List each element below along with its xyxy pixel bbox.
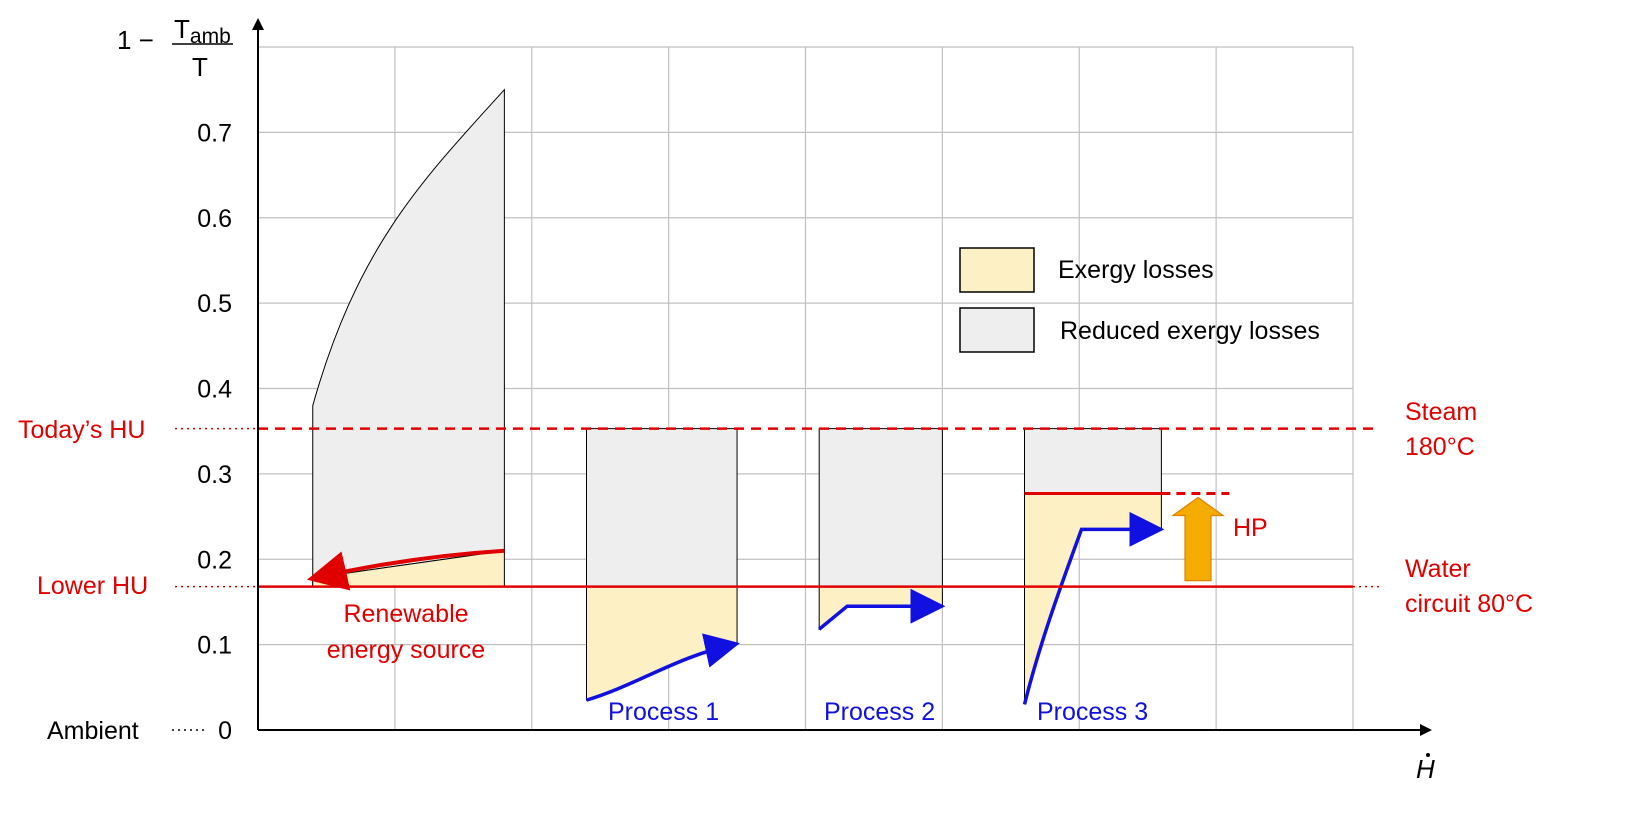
renewable-arrow — [306, 548, 505, 591]
renewable-reduced-exergy-area — [312, 88, 505, 587]
y-axis-title-prefix: 1 − — [117, 25, 154, 55]
y-tick-label: 0 — [218, 717, 232, 745]
process-1-label: Process 1 — [608, 698, 719, 726]
process-exergy-loss-area — [1024, 493, 1162, 705]
todays-hu-label: Today’s HU — [18, 416, 145, 444]
y-tick-label: 0.7 — [197, 119, 232, 147]
y-tick-label: 0.4 — [197, 376, 232, 404]
y-tick-label: 0.3 — [197, 461, 232, 489]
legend-swatch-exergy-losses — [959, 247, 1035, 293]
process-2-label: Process 2 — [824, 698, 935, 726]
y-tick-label: 0.5 — [197, 290, 232, 318]
y-axis-title-numerator: Tamb — [174, 14, 231, 48]
legend-label-exergy-losses: Exergy losses — [1058, 256, 1214, 284]
x-axis-title-dot — [1426, 753, 1430, 757]
process-reduced-exergy-area — [586, 428, 738, 588]
y-axis-title-denominator: T — [192, 52, 208, 82]
legend-label-reduced-exergy-losses: Reduced exergy losses — [1060, 317, 1320, 345]
heat-pump-arrow — [1171, 496, 1225, 582]
process-demand-arrow — [1022, 511, 1165, 705]
process-demand-arrow — [818, 588, 946, 631]
heat-pump-label: HP — [1233, 514, 1268, 542]
process-exergy-loss-area — [586, 586, 738, 701]
steam-label: Steam — [1405, 398, 1477, 426]
process-3-label: Process 3 — [1037, 698, 1148, 726]
ambient-label: Ambient — [47, 717, 139, 745]
steam-temp-label: 180°C — [1405, 433, 1475, 461]
lower-hu-label: Lower HU — [37, 572, 148, 600]
x-axis-title-text: H — [1416, 754, 1435, 784]
renewable-label-line2: energy source — [327, 636, 485, 664]
y-tick-label: 0.2 — [197, 546, 232, 574]
x-axis-title: H — [1416, 753, 1435, 784]
y-tick-label: 0.6 — [197, 205, 232, 233]
process-reduced-exergy-area — [818, 428, 943, 588]
temperature-levels — [172, 427, 1382, 731]
axes: 0 0.1 0.2 0.3 0.4 0.5 0.6 0.7 — [197, 18, 1432, 745]
water-label: Water — [1405, 555, 1471, 583]
legend: Exergy losses Reduced exergy losses — [959, 247, 1320, 353]
legend-swatch-reduced-exergy-losses — [959, 307, 1035, 353]
renewable-label-line1: Renewable — [343, 600, 468, 628]
water-circuit-label: circuit 80°C — [1405, 590, 1533, 618]
y-axis-title: 1 − Tamb T — [117, 14, 233, 82]
process-demand-arrow — [585, 633, 740, 702]
exergy-areas — [306, 88, 1230, 705]
process-reduced-exergy-area — [1024, 428, 1162, 495]
y-tick-label: 0.1 — [197, 632, 232, 660]
